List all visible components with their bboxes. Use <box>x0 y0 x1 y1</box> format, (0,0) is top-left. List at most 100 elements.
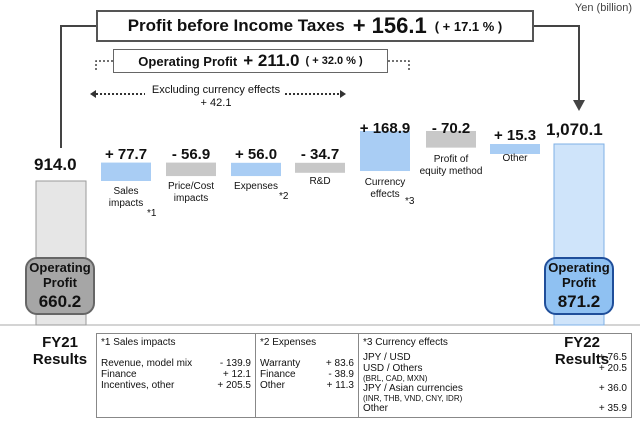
cat-equity-line2: equity method <box>419 166 483 177</box>
note-row-value: + 76.5 <box>598 352 627 363</box>
footnote-ref-sales: *1 <box>147 208 157 219</box>
cat-sales-line2: impacts <box>108 198 144 209</box>
note-row-label: Finance <box>101 369 137 380</box>
unit-label: Yen (billion) <box>574 2 632 14</box>
note-row-label: Revenue, model mix <box>101 358 193 369</box>
bar-equity <box>426 130 476 148</box>
step-delta-expenses: + 56.0 <box>234 146 278 163</box>
note-row-value: + 35.9 <box>598 403 627 414</box>
fy22-value-label: 1,070.1 <box>546 120 603 139</box>
step-delta-equity: - 70.2 <box>431 120 471 137</box>
bar-other <box>490 144 540 154</box>
fy21-results-label: FY21 Results <box>20 334 100 368</box>
cat-equity-line1: Profit of <box>433 154 469 165</box>
cat-currency-line1: Currency <box>364 177 406 188</box>
pbt-label: Profit before Income Taxes <box>127 16 345 35</box>
fy21-operating-profit-pill: Operating Profit 660.2 <box>25 257 95 315</box>
fy22-pill-label-1: Operating <box>548 260 610 275</box>
footnote-ref-currency: *3 <box>405 196 415 207</box>
fx-arrow-left <box>90 90 96 98</box>
note-row-label: Incentives, other <box>101 380 175 391</box>
op-percent: ( + 32.0 % ) <box>305 55 363 67</box>
op-bracket-left <box>95 60 113 70</box>
fy22-pill-label-2: Profit <box>562 275 596 290</box>
note-sales: *1 Sales impacts Revenue, model mix - 139… <box>96 333 256 418</box>
note-row: Warranty + 83.6 <box>260 358 354 369</box>
cat-other: Other <box>502 153 528 164</box>
step-delta-price-cost: - 56.9 <box>171 146 211 163</box>
note-row-value: - 38.9 <box>328 369 354 380</box>
pbt-percent: ( + 17.1 % ) <box>434 18 503 34</box>
note-row: JPY / Asian currencies + 36.0 <box>363 383 627 394</box>
fy21-results-word: Results <box>32 351 88 368</box>
bar-price-cost <box>166 162 216 177</box>
note-row-sub: (BRL, CAD, MXN) <box>363 374 428 383</box>
cat-equity: Profit of equity method <box>406 154 496 178</box>
note-row: JPY / USD + 76.5 <box>363 352 627 363</box>
note-row-sub: (INR, THB, VND, CNY, IDR) <box>363 394 463 403</box>
fx-note-line1: Excluding currency effects <box>151 84 281 96</box>
note-row-value: - 139.9 <box>219 358 251 369</box>
note-row-label: USD / Others <box>363 363 423 374</box>
note-row: Revenue, model mix - 139.9 <box>101 358 251 369</box>
fy22-connector-arrow <box>573 100 585 111</box>
fy21-connector-line <box>60 25 96 148</box>
cat-price-cost-line1: Price/Cost <box>167 181 215 192</box>
note-row-label: Other <box>363 403 389 414</box>
fx-arrow-right <box>340 90 346 98</box>
note-row-value: + 83.6 <box>325 358 354 369</box>
note-row-label: Other <box>260 380 286 391</box>
cat-rd: R&D <box>309 176 331 187</box>
note-row: Finance + 12.1 <box>101 369 251 380</box>
fx-note: Excluding currency effects + 42.1 <box>126 84 306 110</box>
bar-expenses <box>231 162 281 177</box>
cat-price-cost: Price/Cost impacts <box>146 181 236 205</box>
operating-profit-box: Operating Profit + 211.0 ( + 32.0 % ) <box>113 49 388 73</box>
op-bracket-right <box>388 60 410 70</box>
note-expenses-title: *2 Expenses <box>260 337 317 348</box>
note-row: Other + 11.3 <box>260 380 354 391</box>
fy22-operating-profit-pill: Operating Profit 871.2 <box>544 257 614 315</box>
note-row: Other + 35.9 <box>363 403 627 414</box>
cat-currency-line2: effects <box>370 189 400 200</box>
op-value: + 211.0 <box>243 51 300 70</box>
op-label: Operating Profit <box>138 53 238 69</box>
note-row: Incentives, other + 205.5 <box>101 380 251 391</box>
note-row-value: + 12.1 <box>222 369 251 380</box>
note-row-value: + 11.3 <box>326 380 354 391</box>
note-currency-title: *3 Currency effects <box>363 337 448 348</box>
bar-currency <box>360 130 410 172</box>
fy21-value-label: 914.0 <box>34 155 77 174</box>
note-sales-title: *1 Sales impacts <box>101 337 176 348</box>
cat-sales: Sales impacts <box>81 186 171 210</box>
fy21-pill-label-2: Profit <box>43 275 77 290</box>
bar-rd <box>295 162 345 173</box>
step-delta-currency: + 168.9 <box>359 120 411 137</box>
note-row-value: + 205.5 <box>217 380 251 391</box>
profit-before-tax-box: Profit before Income Taxes + 156.1 ( + 1… <box>96 10 534 42</box>
note-row: USD / Others + 20.5 <box>363 363 627 374</box>
cat-currency: Currency effects <box>340 177 430 201</box>
cat-expenses: Expenses <box>234 181 278 192</box>
fx-note-line2: + 42.1 <box>200 97 232 109</box>
step-delta-other: + 15.3 <box>493 127 537 144</box>
fy21-pill-label-1: Operating <box>29 260 91 275</box>
fy21-results-year: FY21 <box>42 334 78 351</box>
note-row-label: Finance <box>260 369 296 380</box>
step-delta-sales: + 77.7 <box>104 146 148 163</box>
footnotes-table: *1 Sales impacts Revenue, model mix - 139… <box>96 333 632 418</box>
note-currency: *3 Currency effects JPY / USD + 76.5 USD … <box>358 333 632 418</box>
note-row-label: JPY / USD <box>363 352 411 363</box>
footnote-ref-expenses: *2 <box>279 191 289 202</box>
fy21-pill-value: 660.2 <box>38 292 82 311</box>
bar-sales <box>101 162 151 181</box>
fy22-connector-line <box>534 25 580 100</box>
note-row-value: + 20.5 <box>598 363 627 374</box>
fy22-pill-value: 871.2 <box>557 292 601 311</box>
note-row-label: Warranty <box>260 358 301 369</box>
note-row: Finance - 38.9 <box>260 369 354 380</box>
cat-price-cost-line2: impacts <box>173 193 209 204</box>
step-delta-rd: - 34.7 <box>300 146 340 163</box>
note-row-value: + 36.0 <box>598 383 627 394</box>
note-expenses: *2 Expenses Warranty + 83.6 Finance - 38.9… <box>255 333 359 418</box>
